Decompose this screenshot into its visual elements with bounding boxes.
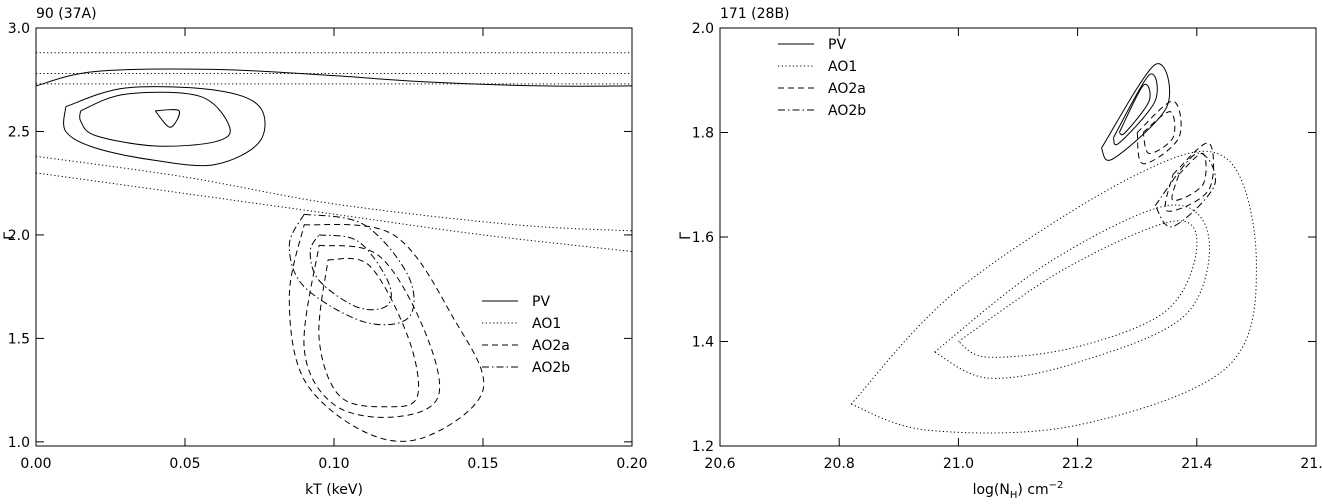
y-tick-label: 1.2 <box>692 439 714 455</box>
panel-left-xlabel: kT (keV) <box>305 482 363 498</box>
contour-pv <box>1100 63 1171 161</box>
panel-right-ticks: 20.6 20.8 21.0 21.2 21.4 21.6 1.2 1.4 1.6 1.8 2.0 <box>692 21 1322 472</box>
legend-label: AO2b <box>828 103 866 119</box>
legend-label: PV <box>532 294 550 310</box>
legend-label: AO2a <box>828 81 866 97</box>
panel-right-xlabel: log(NH) cm−2 <box>973 480 1064 501</box>
x-tick-label: 0.00 <box>20 456 51 472</box>
y-tick-label: 1.4 <box>692 335 714 351</box>
panel-right-series <box>850 63 1257 434</box>
panel-left-series <box>36 52 632 442</box>
contour-pv <box>1112 73 1158 146</box>
legend-label: AO2a <box>532 338 570 354</box>
contour-pv <box>63 86 266 167</box>
panel-left-title: 90 (37A) <box>36 6 97 22</box>
legend-label: AO2b <box>532 360 570 376</box>
x-tick-label: 0.20 <box>616 456 647 472</box>
contour-ao2a <box>303 244 441 418</box>
panel-right-title: 171 (28B) <box>720 6 790 22</box>
contour-ao1 <box>36 172 632 252</box>
contour-ao2a <box>1136 100 1182 165</box>
y-tick-label: 1.0 <box>8 435 30 451</box>
contour-pv <box>36 68 632 87</box>
contour-ao2a <box>1171 152 1207 202</box>
contour-ao2b <box>288 213 415 326</box>
contour-ao2a <box>318 257 420 408</box>
x-tick-label: 0.15 <box>467 456 498 472</box>
y-tick-label: 2.5 <box>8 124 30 140</box>
x-tick-label: 20.6 <box>704 456 735 472</box>
x-tick-label: 20.8 <box>824 456 855 472</box>
contour-pv <box>1118 83 1151 136</box>
panel-left-ylabel: Γ <box>2 232 18 240</box>
contour-ao2b <box>309 234 392 311</box>
contour-pv <box>79 91 231 147</box>
y-tick-label: 2.0 <box>692 21 714 37</box>
x-tick-label: 21.0 <box>943 456 974 472</box>
contour-ao1 <box>958 220 1198 358</box>
panel-left-legend: PV AO1 AO2a AO2b <box>482 294 570 376</box>
legend-label: PV <box>828 37 846 53</box>
legend-label: AO1 <box>828 59 857 75</box>
contour-ao2a <box>1164 142 1215 212</box>
contour-pv <box>154 109 180 128</box>
panel-right-legend: PV AO1 AO2a AO2b <box>778 37 866 119</box>
panel-right-ylabel: Γ <box>678 232 694 240</box>
x-tick-label: 21.6 <box>1300 456 1322 472</box>
contour-ao2a <box>1142 111 1176 154</box>
panel-left: 90 (37A) 0.00 0.05 0.10 0.15 0.20 1.0 1.5 2.0 2.… <box>2 6 648 498</box>
x-tick-label: 21.2 <box>1062 456 1093 472</box>
x-tick-label: 0.10 <box>318 456 349 472</box>
contour-ao1 <box>850 150 1257 434</box>
legend-label: AO1 <box>532 316 561 332</box>
panel-right-frame <box>719 27 1317 447</box>
x-tick-label: 0.05 <box>169 456 200 472</box>
contour-ao2a <box>288 223 485 442</box>
x-tick-label: 21.4 <box>1181 456 1212 472</box>
panel-left-frame <box>35 27 633 447</box>
contour-ao1 <box>934 204 1210 379</box>
panel-left-ticks: 0.00 0.05 0.10 0.15 0.20 1.0 1.5 2.0 2.5 3.0 <box>8 21 648 472</box>
contour-ao2b <box>1154 152 1216 228</box>
contour-ao1 <box>36 155 632 232</box>
y-tick-label: 1.5 <box>8 331 30 347</box>
panel-right: 171 (28B) 20.6 20.8 21.0 21.2 21.4 21.6 1.2 1.4… <box>678 6 1322 501</box>
y-tick-label: 1.8 <box>692 126 714 142</box>
y-tick-label: 1.6 <box>692 230 714 246</box>
y-tick-label: 3.0 <box>8 21 30 37</box>
y-tick-label: 2.0 <box>8 228 30 244</box>
